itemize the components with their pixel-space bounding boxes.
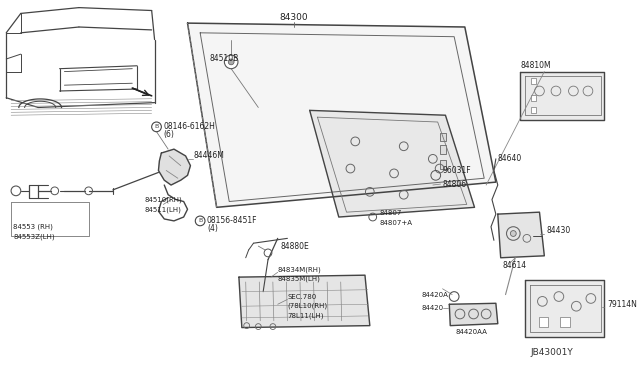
Polygon shape [188, 23, 496, 207]
Bar [531, 108, 536, 113]
Text: 84640: 84640 [498, 154, 522, 163]
Text: 96031F: 96031F [442, 166, 471, 175]
Bar [538, 317, 548, 327]
Text: 84614: 84614 [502, 261, 527, 270]
Text: 84300: 84300 [280, 13, 308, 22]
Text: 84810M: 84810M [520, 61, 550, 70]
Polygon shape [520, 71, 604, 120]
Polygon shape [498, 212, 545, 258]
Text: (4): (4) [207, 224, 218, 233]
Text: 84807+A: 84807+A [380, 220, 413, 226]
Circle shape [510, 231, 516, 237]
Text: B: B [154, 124, 159, 129]
Polygon shape [239, 275, 370, 328]
Circle shape [225, 55, 238, 69]
Text: 84510(RH): 84510(RH) [145, 196, 182, 203]
Text: 84510B: 84510B [210, 54, 239, 64]
Text: 84420A: 84420A [421, 292, 448, 298]
Text: (6): (6) [163, 130, 174, 139]
Text: 84553 (RH): 84553 (RH) [13, 224, 53, 230]
Text: B: B [198, 218, 202, 224]
Text: 78L11(LH): 78L11(LH) [287, 313, 324, 319]
Text: 84834M(RH): 84834M(RH) [278, 266, 321, 273]
Polygon shape [449, 303, 498, 326]
Text: 84446M: 84446M [193, 151, 224, 160]
Text: SEC.780: SEC.780 [287, 294, 317, 299]
Polygon shape [310, 110, 474, 217]
Text: 84835M(LH): 84835M(LH) [278, 276, 321, 282]
Polygon shape [525, 280, 604, 337]
Text: 84430: 84430 [547, 226, 570, 235]
Polygon shape [159, 149, 191, 185]
Text: JB43001Y: JB43001Y [531, 348, 573, 357]
Text: 84420: 84420 [421, 305, 444, 311]
Text: 79114N: 79114N [607, 300, 637, 309]
Text: 84807: 84807 [380, 210, 402, 216]
Text: 84880E: 84880E [280, 241, 309, 251]
Bar [440, 160, 447, 169]
Bar [531, 95, 536, 101]
Circle shape [195, 216, 205, 226]
Bar [560, 317, 570, 327]
Bar [531, 78, 536, 84]
Circle shape [228, 59, 234, 65]
Text: 84420AA: 84420AA [455, 329, 487, 336]
Text: (78L10(RH): (78L10(RH) [287, 303, 328, 310]
Text: 84553Z(LH): 84553Z(LH) [13, 233, 54, 240]
Text: 84806: 84806 [442, 180, 467, 189]
Bar [440, 145, 447, 154]
Bar [440, 133, 447, 141]
Text: 08146-6162H: 08146-6162H [163, 122, 215, 131]
Text: 84511(LH): 84511(LH) [145, 206, 182, 212]
Text: 08156-8451F: 08156-8451F [207, 217, 257, 225]
Circle shape [152, 122, 161, 132]
